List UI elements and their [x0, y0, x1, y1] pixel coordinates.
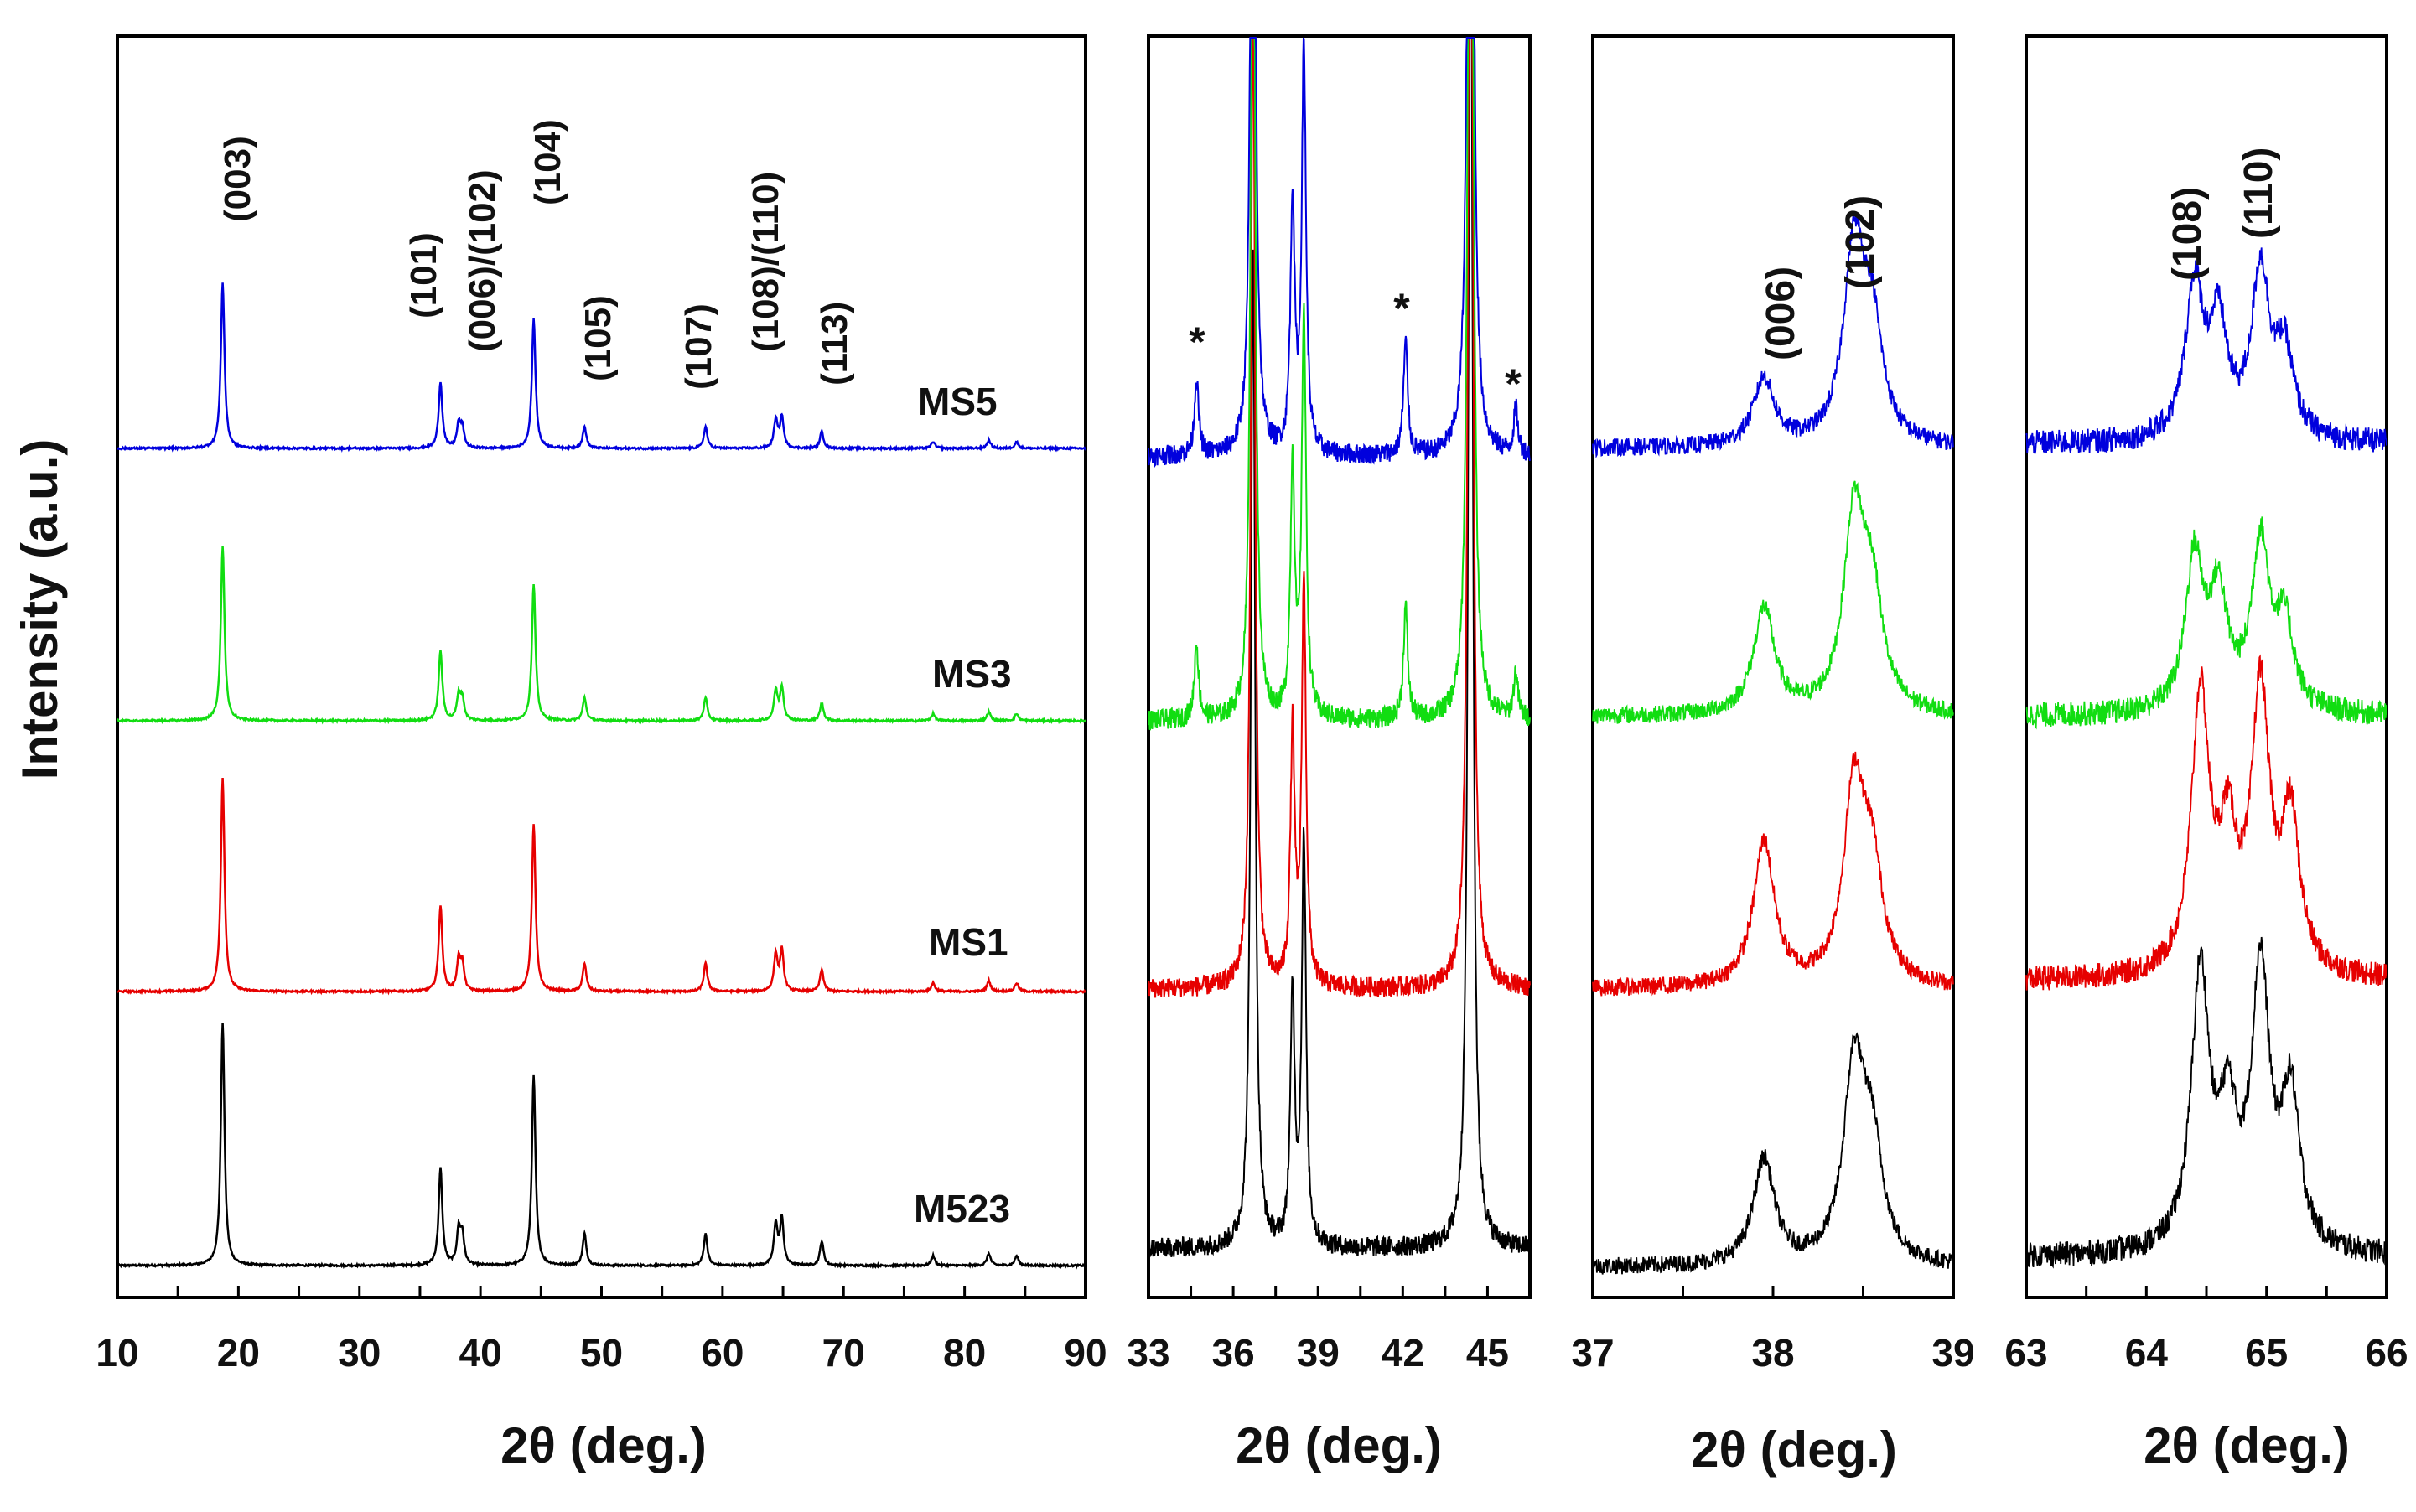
x-tick-label: 65	[2245, 1331, 2288, 1375]
peak-label-107: (107)	[678, 303, 719, 390]
peak-label-110-zoom: (110)	[2237, 148, 2281, 239]
series-ms1-panel-3	[1592, 751, 1954, 997]
series-ms3-panel-4	[2025, 516, 2387, 730]
series-ms3-panel-3	[1592, 480, 1954, 724]
panel-2-frame	[1147, 34, 1532, 1299]
x-tick-label: 64	[2125, 1331, 2169, 1375]
peak-label-003: (003)	[217, 136, 258, 222]
series-m523-panel-4	[2025, 936, 2387, 1269]
x-tick-label: 42	[1382, 1331, 1424, 1375]
x-tick-label: 10	[96, 1331, 138, 1375]
x-tick-label: 30	[338, 1331, 381, 1375]
x-tick-label: 66	[2365, 1331, 2408, 1375]
x-tick-label: 39	[1297, 1331, 1340, 1375]
x-tick-label: 90	[1064, 1331, 1107, 1375]
series-label-ms5: MS5	[918, 380, 998, 423]
ticks: 10 20 30 40 50 60 70 80 90 33 36 39 42 45 37 38 39 63 64 65…	[96, 1286, 2408, 1375]
x-tick-label: 37	[1571, 1331, 1614, 1375]
peak-label-104: (104)	[527, 119, 568, 205]
x-tick-label: 20	[217, 1331, 260, 1375]
series-m523-panel-1	[117, 1023, 1086, 1270]
x-tick-label: 38	[1751, 1331, 1794, 1375]
x-tick-label: 50	[580, 1331, 623, 1375]
x-tick-label: 70	[822, 1331, 865, 1375]
series-ms5-panel-1	[117, 282, 1086, 453]
x-tick-label: 40	[459, 1331, 502, 1375]
peak-label-006-zoom: (006)	[1759, 267, 1803, 360]
series-m523-panel-2	[1148, 37, 1531, 1258]
peak-label-102-zoom: (102)	[1838, 195, 1883, 289]
x-tick-label: 39	[1931, 1331, 1974, 1375]
traces	[117, 37, 2387, 1275]
panel-1-x-label: 2θ (deg.)	[500, 1417, 707, 1473]
series-label-m523: M523	[914, 1187, 1010, 1230]
panel-3-x-label: 2θ (deg.)	[1691, 1421, 1897, 1478]
panel-3-frame	[1591, 34, 1955, 1299]
peak-label-113: (113)	[814, 302, 855, 386]
x-tick-label: 45	[1466, 1331, 1509, 1375]
impurity-marker-3: *	[1505, 360, 1522, 407]
peak-label-006-102: (006)/(102)	[462, 169, 503, 352]
series-ms5-panel-3	[1592, 212, 1954, 459]
series-label-ms3: MS3	[932, 652, 1012, 696]
peak-label-105: (105)	[578, 295, 619, 381]
x-tick-label: 33	[1127, 1331, 1169, 1375]
x-tick-label: 80	[943, 1331, 986, 1375]
x-tick-label: 60	[701, 1331, 744, 1375]
impurity-marker-1: *	[1189, 318, 1205, 365]
x-tick-label: 36	[1212, 1331, 1255, 1375]
peak-label-108-zoom: (108)	[2165, 187, 2210, 281]
x-tick-label: 63	[2004, 1331, 2047, 1375]
series-ms5-panel-4	[2025, 247, 2387, 454]
series-ms3-panel-1	[117, 546, 1086, 725]
series-m523-panel-3	[1592, 1032, 1954, 1275]
series-ms1-panel-2	[1148, 37, 1531, 999]
panel-2-x-label: 2θ (deg.)	[1236, 1417, 1442, 1473]
series-ms3-panel-2	[1148, 37, 1531, 731]
peak-label-108-110: (108)/(110)	[745, 172, 786, 352]
series-ms1-panel-1	[117, 778, 1086, 996]
peak-label-101: (101)	[403, 232, 444, 318]
impurity-marker-2: *	[1393, 285, 1410, 332]
series-label-ms1: MS1	[929, 920, 1008, 964]
y-axis-label: Intensity (a.u.)	[12, 439, 68, 780]
series-ms1-panel-4	[2025, 654, 2387, 991]
panel-4-x-label: 2θ (deg.)	[2144, 1417, 2350, 1473]
series-ms5-panel-2	[1148, 37, 1531, 469]
